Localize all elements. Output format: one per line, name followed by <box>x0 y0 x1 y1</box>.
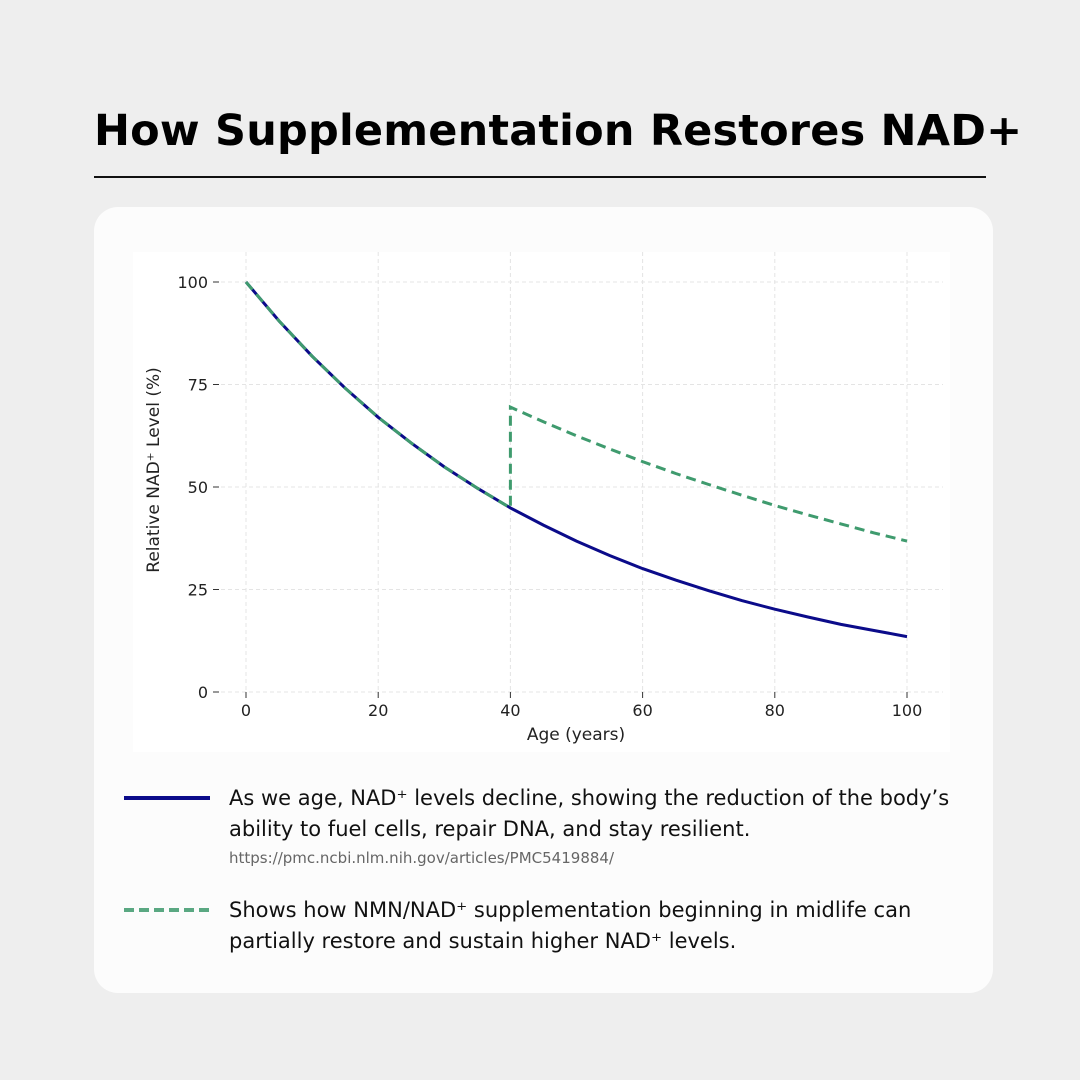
title-divider <box>94 176 986 178</box>
y-axis-label: Relative NAD⁺ Level (%) <box>144 367 164 572</box>
legend-text: Shows how NMN/NAD⁺ supplementation begin… <box>229 898 912 953</box>
decline-line <box>244 281 908 639</box>
y-tick-label: 25 <box>188 581 208 600</box>
x-axis-label: Age (years) <box>527 725 625 745</box>
legend-item-decline: As we age, NAD⁺ levels decline, showing … <box>124 783 969 871</box>
y-tick-label: 0 <box>198 683 208 702</box>
x-tick-label: 80 <box>765 701 785 720</box>
y-tick-label: 100 <box>177 273 208 292</box>
x-tick-label: 0 <box>241 701 251 720</box>
source-link[interactable]: https://pmc.ncbi.nlm.nih.gov/articles/PM… <box>229 849 614 867</box>
legend-item-supplementation: Shows how NMN/NAD⁺ supplementation begin… <box>124 895 969 957</box>
chart-svg: 0 20 40 60 80 100 0 25 50 75 100 Age (years) Relat… <box>144 252 943 745</box>
supplementation-line <box>244 281 908 543</box>
legend-solid-swatch <box>124 796 210 800</box>
legend-text: As we age, NAD⁺ levels decline, showing … <box>229 786 950 841</box>
x-tick-label: 100 <box>892 701 923 720</box>
page-title: How Supplementation Restores NAD+ <box>94 106 1023 156</box>
x-tick-label: 60 <box>632 701 652 720</box>
x-tick-label: 20 <box>368 701 388 720</box>
chart: 0 20 40 60 80 100 0 25 50 75 100 Age (years) Relat… <box>133 252 950 752</box>
legend-dashed-swatch <box>124 908 210 912</box>
x-tick-label: 40 <box>500 701 520 720</box>
y-tick-label: 50 <box>188 478 208 497</box>
y-tick-label: 75 <box>188 376 208 395</box>
